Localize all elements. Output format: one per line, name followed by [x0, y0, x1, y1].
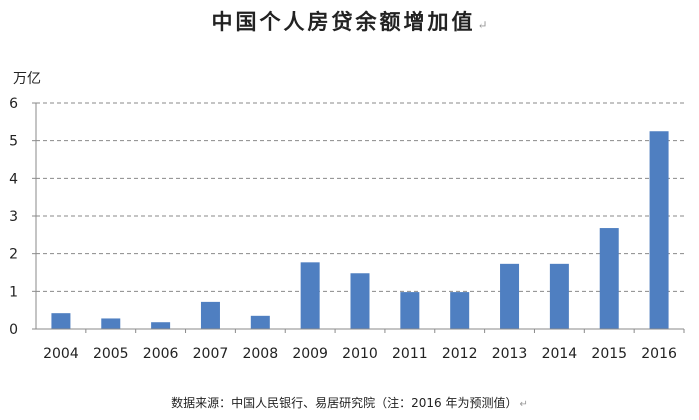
chart-title-text: 中国个人房贷余额增加值	[211, 9, 476, 34]
y-tick-label: 1	[9, 284, 18, 300]
bar-2016	[649, 131, 669, 329]
x-tick-label: 2008	[242, 346, 278, 362]
bar-2010	[350, 273, 370, 329]
bar-2009	[300, 262, 320, 329]
x-tick-label: 2013	[492, 346, 528, 362]
x-tick-label: 2011	[392, 346, 428, 362]
bar-2007	[200, 301, 220, 329]
bar-2005	[101, 318, 121, 329]
x-tick-label: 2016	[641, 346, 677, 362]
return-mark-icon: ↵	[477, 18, 488, 32]
x-tick-label: 2012	[442, 346, 478, 362]
x-tick-label: 2014	[542, 346, 578, 362]
x-tick-label: 2010	[342, 346, 378, 362]
y-tick-label: 5	[9, 134, 18, 150]
y-axis-unit-label: 万亿	[13, 71, 41, 87]
x-tick-label: 2009	[292, 346, 328, 362]
bars	[51, 131, 669, 329]
x-tick-label: 2006	[143, 346, 179, 362]
x-axis-ticks: 2004 2005 2006 2007 2008 2009 2010 2011 2012 2013…	[43, 329, 685, 362]
y-tick-label: 4	[9, 171, 18, 187]
bar-2015	[599, 228, 619, 329]
bar-2004	[51, 313, 71, 329]
y-tick-label: 0	[9, 322, 18, 338]
x-tick-label: 2005	[93, 346, 129, 362]
source-note: 数据来源：中国人民银行、易居研究院（注：2016 年为预测值） ↵	[0, 394, 699, 411]
x-tick-label: 2007	[193, 346, 229, 362]
x-tick-label: 2004	[43, 346, 79, 362]
y-axis-ticks: 0 1 2 3 4 5 6	[9, 96, 36, 338]
source-text: 数据来源：中国人民银行、易居研究院（注：2016 年为预测值）	[171, 396, 518, 410]
y-tick-label: 2	[9, 247, 18, 263]
return-mark-icon-source: ↵	[519, 399, 528, 410]
y-tick-label: 3	[9, 209, 18, 225]
bar-2014	[549, 263, 569, 329]
x-tick-label: 2015	[591, 346, 627, 362]
y-tick-label: 6	[9, 96, 18, 112]
bar-2008	[250, 315, 270, 329]
bar-2013	[500, 263, 520, 329]
bar-2006	[151, 322, 171, 329]
gridlines	[36, 102, 684, 292]
chart-title: 中国个人房贷余额增加值 ↵	[0, 6, 699, 36]
bar-2011	[400, 292, 420, 329]
bar-2012	[450, 292, 470, 329]
